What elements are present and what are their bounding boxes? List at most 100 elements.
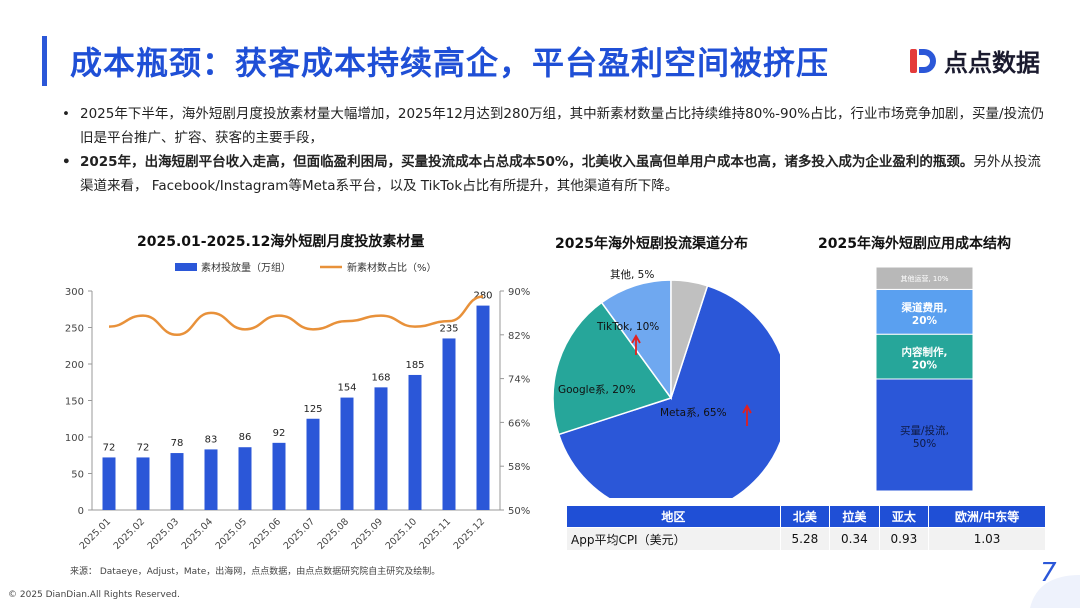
x-tick-label: 2025.02 — [112, 516, 148, 552]
stack-segment — [875, 266, 974, 290]
bar — [306, 418, 320, 510]
bullet-text: 另外从投流渠道来看， Facebook/Instagram等Meta系平台，以及… — [80, 154, 1041, 194]
y2-tick-label: 82% — [508, 331, 530, 342]
y2-tick-label: 74% — [508, 375, 530, 386]
legend-line-label: 新素材数占比（%） — [347, 261, 437, 274]
x-tick-label: 2025.08 — [316, 516, 352, 552]
table-header: 亚太 — [878, 505, 930, 528]
x-tick-label: 2025.12 — [452, 516, 488, 552]
corner-decoration-icon — [1030, 575, 1080, 608]
page-title: 成本瓶颈：获客成本持续高企，平台盈利空间被挤压 — [70, 44, 830, 82]
title-accent-bar — [42, 36, 47, 86]
bar — [170, 453, 184, 510]
table-cell: 0.93 — [878, 527, 930, 551]
bar — [476, 305, 490, 510]
bar — [442, 338, 456, 510]
brand-logo: 点点数据 — [908, 43, 1040, 78]
stack-chart-title: 2025年海外短剧应用成本结构 — [818, 236, 1011, 252]
bullet-bold-text: 2025年，出海短剧平台收入走高，但面临盈利困局，买量投流成本占总成本50%，北… — [80, 154, 974, 170]
table-header: 欧洲/中东等 — [928, 505, 1046, 528]
cost-structure-chart: 买量/投流,50%内容制作,20%渠道费用,20%其他运营, 10% — [875, 266, 974, 492]
x-tick-label: 2025.09 — [350, 516, 386, 552]
pie-slice-label: Meta系, 65% — [660, 407, 727, 419]
copyright: © 2025 DianDian.All Rights Reserved. — [8, 590, 180, 600]
x-tick-label: 2025.03 — [146, 516, 182, 552]
pie-slice-label: TikTok, 10% — [596, 321, 659, 333]
x-tick-label: 2025.01 — [78, 516, 114, 552]
x-tick-label: 2025.05 — [214, 516, 250, 552]
table-header: 北美 — [779, 505, 831, 528]
bar-value-label: 168 — [371, 372, 390, 383]
up-arrow-icon — [742, 404, 752, 426]
y-tick-label: 50 — [71, 470, 84, 481]
bar — [340, 397, 354, 510]
bar-chart-title: 2025.01-2025.12海外短剧月度投放素材量 — [137, 234, 425, 250]
bar-value-label: 72 — [137, 442, 150, 453]
stack-segment — [875, 333, 974, 380]
pie-slice-label: Google系, 20% — [558, 384, 636, 396]
legend-bar-swatch — [175, 263, 197, 271]
bar — [204, 449, 218, 510]
segment-value: 20% — [912, 360, 938, 372]
bullet-text: 2025年下半年，海外短剧月度投放素材量大幅增加，2025年12月达到280万组… — [80, 106, 1045, 146]
bar-value-label: 92 — [273, 428, 286, 439]
bar-value-label: 83 — [205, 434, 218, 445]
y-tick-label: 0 — [78, 506, 84, 517]
y-tick-label: 300 — [65, 287, 84, 298]
bar-value-label: 72 — [103, 442, 116, 453]
up-arrow-icon — [631, 334, 641, 355]
source-note: 来源： Dataeye，Adjust，Mate，出海网，点点数据，由点点数据研究… — [70, 567, 441, 577]
x-tick-label: 2025.06 — [248, 516, 284, 552]
table-cell: App平均CPI（美元） — [566, 527, 781, 551]
segment-value: 20% — [912, 315, 938, 327]
bar-value-label: 86 — [239, 432, 252, 443]
table-header-row: 地区 北美 拉美 亚太 欧洲/中东等 — [566, 505, 1046, 528]
share-line — [108, 295, 484, 337]
segment-label: 其他运营, 10% — [900, 274, 948, 283]
bar — [136, 457, 150, 510]
x-tick-label: 2025.07 — [282, 516, 318, 552]
page-number: 7 — [1040, 558, 1057, 588]
bar — [408, 374, 422, 510]
diandian-logo-icon — [910, 48, 936, 73]
x-tick-label: 2025.10 — [384, 516, 420, 552]
y-tick-label: 150 — [65, 397, 84, 408]
table-header: 拉美 — [829, 505, 880, 528]
table-header: 地区 — [566, 505, 781, 528]
segment-label: 内容制作, — [902, 346, 948, 359]
segment-label: 渠道费用, — [901, 301, 948, 314]
x-tick-label: 2025.04 — [180, 516, 216, 552]
bar — [102, 457, 116, 510]
summary-bullets: 2025年下半年，海外短剧月度投放素材量大幅增加，2025年12月达到280万组… — [62, 102, 1052, 198]
y-tick-label: 100 — [65, 433, 84, 444]
stack-segment — [875, 378, 974, 492]
stack-segment — [875, 288, 974, 335]
bar — [374, 387, 388, 510]
bar-value-label: 154 — [337, 383, 356, 394]
y2-tick-label: 66% — [508, 418, 530, 429]
pie-slice — [552, 301, 673, 436]
x-tick-label: 2025.11 — [418, 516, 454, 552]
bar — [238, 447, 252, 510]
y2-tick-label: 58% — [508, 462, 530, 473]
table-cell: 5.28 — [779, 527, 831, 551]
pie-slice-label: 其他, 5% — [610, 268, 654, 281]
channel-pie-chart: Meta系, 65% Google系, 20% TikTok, 10% 其他, 5% — [552, 268, 780, 498]
bullet-point: 2025年下半年，海外短剧月度投放素材量大幅增加，2025年12月达到280万组… — [62, 102, 1052, 150]
bar-value-label: 78 — [171, 438, 184, 449]
y-tick-label: 200 — [65, 360, 84, 371]
material-volume-chart: 素材投放量（万组） 新素材数占比（%） 0 50 100 150 200 250 300 50% 5… — [65, 261, 530, 552]
cpi-table: 地区 北美 拉美 亚太 欧洲/中东等 App平均CPI（美元） 5.28 0.3… — [566, 505, 1046, 551]
segment-value: 50% — [913, 438, 936, 450]
bar-value-label: 185 — [405, 360, 424, 371]
pie-slice — [557, 284, 780, 498]
pie-slice — [670, 279, 709, 399]
y2-tick-label: 50% — [508, 506, 530, 517]
bullet-point: 2025年，出海短剧平台收入走高，但面临盈利困局，买量投流成本占总成本50%，北… — [62, 150, 1052, 198]
pie-chart-title: 2025年海外短剧投流渠道分布 — [555, 236, 748, 252]
bar — [272, 442, 286, 510]
bar-value-label: 125 — [303, 404, 322, 415]
table-cell: 1.03 — [928, 527, 1046, 551]
y2-tick-label: 90% — [508, 287, 530, 298]
table-row: App平均CPI（美元） 5.28 0.34 0.93 1.03 — [566, 527, 1046, 551]
